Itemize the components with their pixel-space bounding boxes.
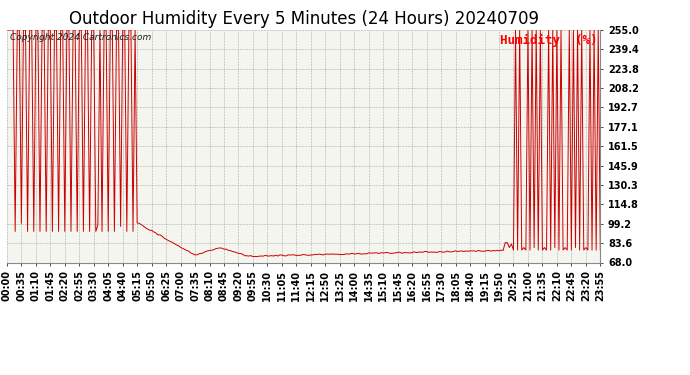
Text: Humidity  (%): Humidity (%)	[500, 33, 598, 46]
Text: Copyright 2024 Cartronics.com: Copyright 2024 Cartronics.com	[10, 33, 151, 42]
Title: Outdoor Humidity Every 5 Minutes (24 Hours) 20240709: Outdoor Humidity Every 5 Minutes (24 Hou…	[68, 10, 539, 28]
